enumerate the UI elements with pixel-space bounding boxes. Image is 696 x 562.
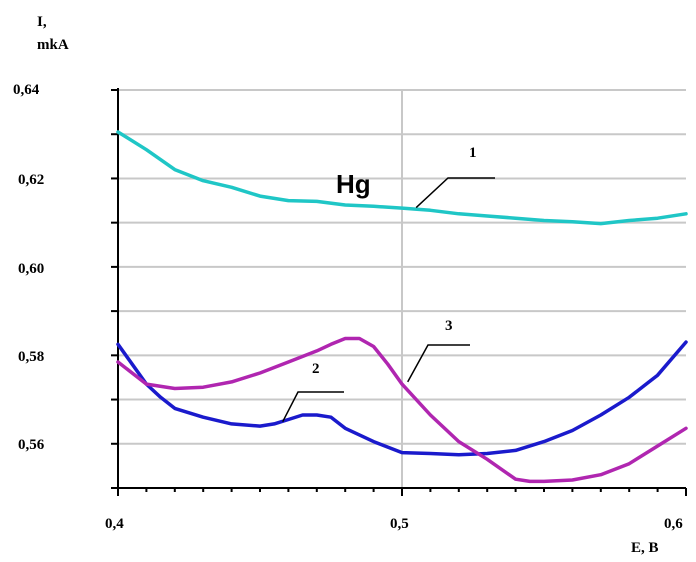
series-line-3 [116,336,688,484]
x-tick-label: 0,5 [390,516,409,532]
series-leaders [282,177,495,423]
y-tick-label: 0,56 [18,437,45,453]
axes [111,88,687,496]
series-label-2: 2 [312,361,320,377]
x-tick-label: 0,4 [105,516,124,532]
leader-line-3 [407,344,470,383]
leader-line-2 [282,391,344,423]
y-tick-label: 0,62 [18,172,44,188]
y-tick-label: 0,60 [18,261,44,277]
series-label-3: 3 [445,318,453,334]
leader-line-1 [415,177,495,209]
y-axis-title-line2: mkA [37,37,69,53]
grid [118,89,686,489]
y-axis-title-line1: I, [37,14,47,30]
x-axis-title: E, B [631,540,659,556]
x-tick-label: 0,6 [664,516,683,532]
series-line-2 [116,340,688,457]
series-label-1: 1 [469,145,477,161]
y-tick-label: 0,58 [18,349,44,365]
series-layer [116,130,688,484]
series-line-1 [116,130,688,226]
y-tick-label: 0,64 [13,82,40,98]
element-annotation: Hg [336,169,371,199]
